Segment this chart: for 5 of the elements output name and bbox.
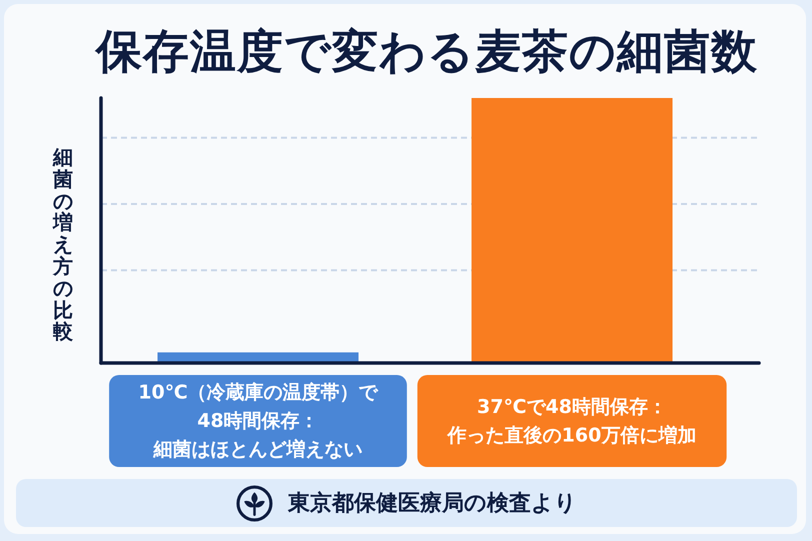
text: 細菌の増え方の比較 xyxy=(53,145,73,344)
x-tick-label: 37℃で48時間保存：作った直後の160万倍に増加 xyxy=(446,396,696,446)
text: 東京都保健医療局の検査より xyxy=(288,490,577,518)
chart-title: 保存温度で変わる麦茶の細菌数 xyxy=(94,23,759,80)
x-tick-label: 10℃（冷蔵庫の温度帯）で48時間保存：細菌はほとんど増えない xyxy=(138,382,379,460)
